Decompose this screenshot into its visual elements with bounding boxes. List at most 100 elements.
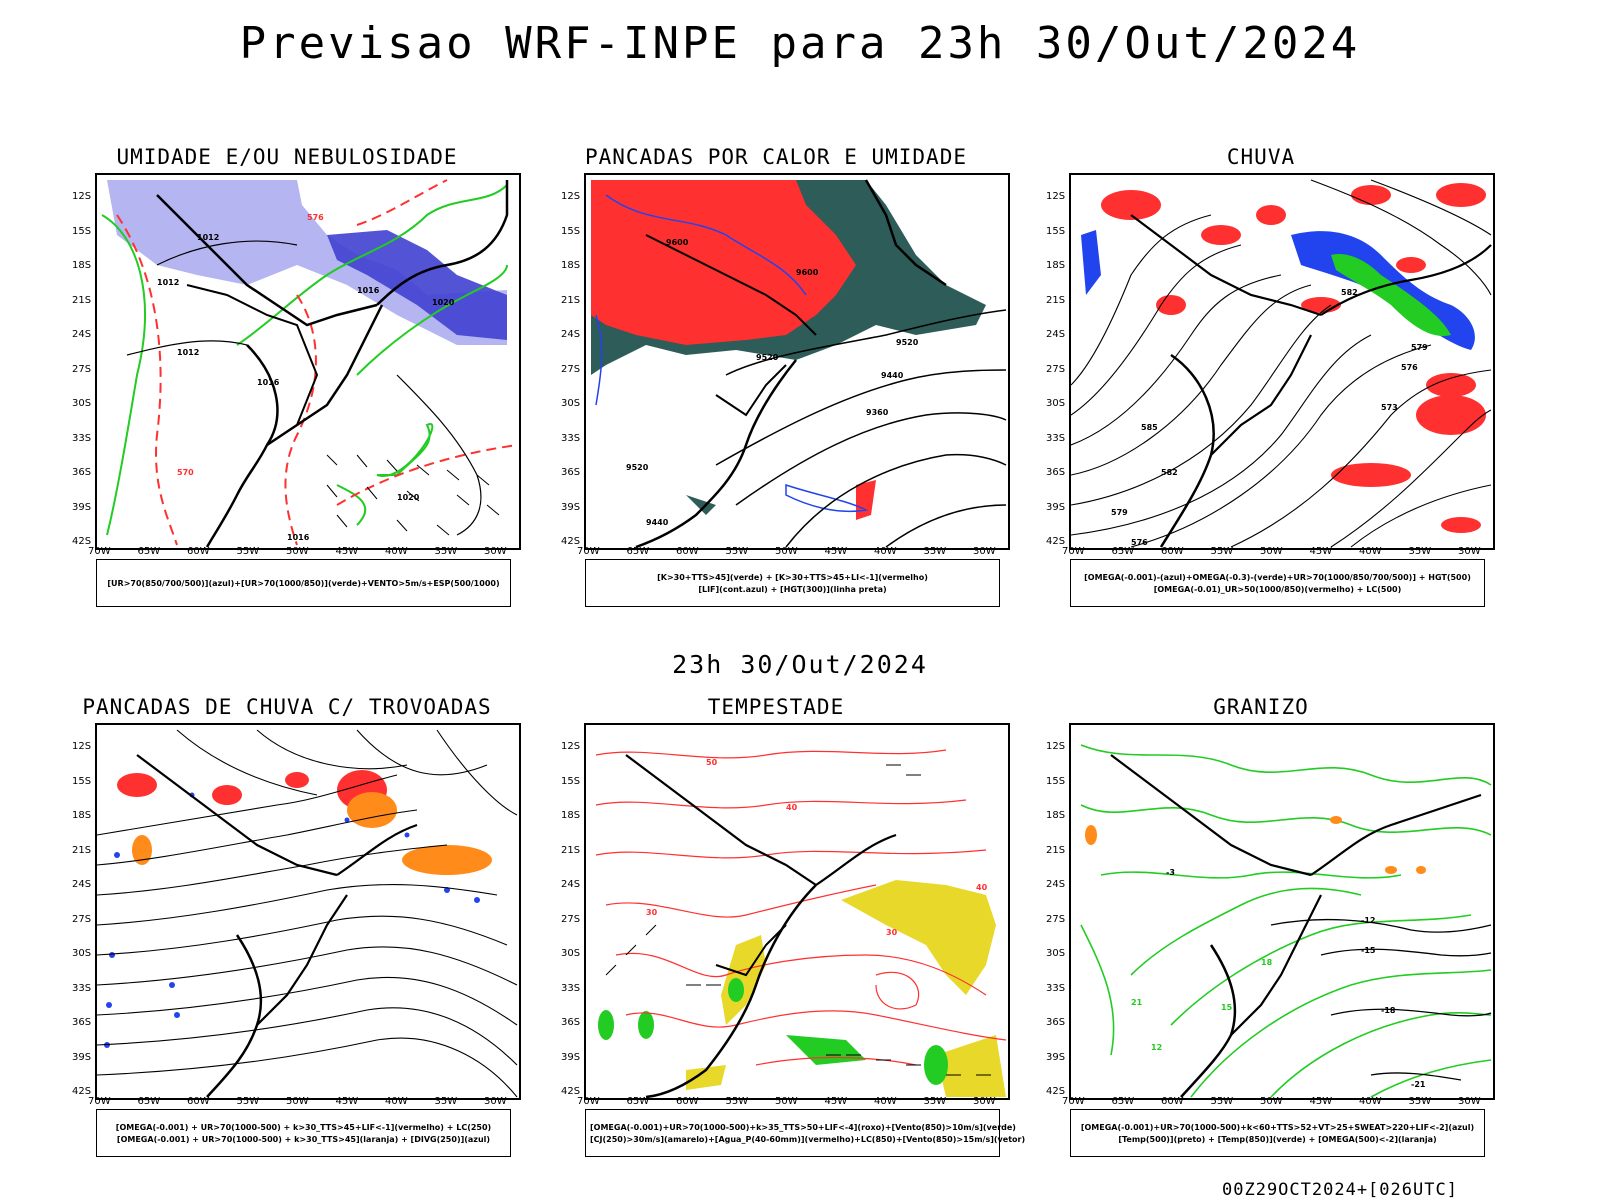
lon-tick-label: 55W xyxy=(1210,1096,1234,1107)
lat-tick-label: 18S xyxy=(1046,260,1066,271)
lon-tick-label: 65W xyxy=(1111,546,1135,557)
lat-tick-label: 24S xyxy=(561,329,581,340)
contour-label: 15 xyxy=(1221,1003,1233,1012)
contour-label: 579 xyxy=(1411,343,1428,352)
contour-label: 1020 xyxy=(432,298,455,307)
lon-tick-label: 45W xyxy=(1309,1096,1333,1107)
lat-tick-label: 42S xyxy=(561,1086,581,1097)
lon-tick-label: 60W xyxy=(676,546,699,557)
legend-umidade: [UR>70(850/700/500)](azul)+[UR>70(1000/8… xyxy=(96,559,511,607)
lon-tick-label: 35W xyxy=(1408,1096,1432,1107)
lon-tick-label: 45W xyxy=(335,546,359,557)
panel-title: TEMPESTADE xyxy=(707,695,845,719)
contour-label: -21 xyxy=(1411,1080,1426,1089)
lat-tick-label: 21S xyxy=(561,844,581,856)
lat-tick-label: 27S xyxy=(561,913,581,925)
humidity-700-area xyxy=(107,180,507,345)
lon-tick-label: 70W xyxy=(88,1096,111,1107)
contour-label: 9600 xyxy=(666,238,689,247)
lat-tick-label: 33S xyxy=(561,432,581,444)
panel-title: PANCADAS POR CALOR E UMIDADE xyxy=(584,145,967,169)
lat-tick-label: 36S xyxy=(1046,467,1066,478)
lon-tick-label: 35W xyxy=(1408,546,1432,557)
contour-label: 50 xyxy=(706,758,718,767)
map-pancadas-trovoadas xyxy=(95,723,521,1100)
lon-tick-label: 30W xyxy=(973,546,996,557)
contour-label: 9360 xyxy=(866,408,889,417)
lon-tick-label: 55W xyxy=(725,1096,749,1107)
lon-tick-label: 50W xyxy=(1260,546,1283,557)
lon-tick-label: 65W xyxy=(1111,1096,1135,1107)
panel-title: UMIDADE E/OU NEBULOSIDADE xyxy=(116,145,458,169)
lon-tick-label: 50W xyxy=(1260,1096,1283,1107)
legend-line: [K>30+TTS>45](verde) + [K>30+TTS>45+LI<-… xyxy=(657,572,928,582)
k-tts-li-red-area xyxy=(591,180,856,345)
map-svg-tempestade: 50 40 30 40 30 xyxy=(595,749,1007,1098)
lat-tick-label: 18S xyxy=(72,810,92,821)
map-svg-pancadas-trovoadas xyxy=(97,729,518,1098)
lat-tick-label: 30S xyxy=(561,398,581,409)
lon-tick-label: 65W xyxy=(137,1096,161,1107)
lat-tick-label: 39S xyxy=(72,501,92,513)
legend-pancadas-trovoadas: [OMEGA(-0.001) + UR>70(1000-500) + k>30_… xyxy=(96,1109,511,1157)
lat-tick-label: 30S xyxy=(1046,948,1066,959)
lon-tick-label: 35W xyxy=(923,546,947,557)
lon-tick-label: 55W xyxy=(236,1096,260,1107)
contour-label: 579 xyxy=(1111,508,1128,517)
lon-tick-label: 40W xyxy=(874,546,897,557)
lat-tick-label: 21S xyxy=(1046,294,1066,306)
middle-date: 23h 30/Out/2024 xyxy=(672,650,928,679)
lat-tick-label: 12S xyxy=(561,191,581,202)
lon-tick-label: 45W xyxy=(335,1096,359,1107)
legend-line: [OMEGA(-0.001)+UR>70(1000-500)+k>35_TTS>… xyxy=(590,1122,1016,1132)
map-svg-umidade: 1012 1012 1016 1020 1016 1020 1012 1016 … xyxy=(101,179,518,548)
lon-tick-label: 30W xyxy=(1458,1096,1481,1107)
panel-umidade: UMIDADE E/OU NEBULOSIDADE xyxy=(52,145,522,630)
contour-label: 1016 xyxy=(357,286,380,295)
lat-tick-label: 21S xyxy=(561,294,581,306)
lon-tick-label: 70W xyxy=(577,546,600,557)
lat-tick-label: 15S xyxy=(72,775,92,787)
contour-label: -12 xyxy=(1361,916,1375,925)
lon-tick-label: 45W xyxy=(1309,546,1333,557)
legend-line: [OMEGA(-0.001)+UR>70(1000-500)+k<60+TTS>… xyxy=(1080,1122,1475,1132)
contour-label: 18 xyxy=(1261,958,1273,967)
map-tempestade: 50 40 30 40 30 xyxy=(584,723,1010,1100)
lat-tick-label: 42S xyxy=(1046,1086,1066,1097)
lat-tick-label: 33S xyxy=(1046,982,1066,994)
lon-tick-label: 40W xyxy=(874,1096,897,1107)
legend-line: [LIF](cont.azul) + [HGT(300)](linha pret… xyxy=(698,584,887,594)
contour-label: 40 xyxy=(786,803,798,812)
contour-label: 582 xyxy=(1161,468,1178,477)
lat-tick-label: 24S xyxy=(72,329,92,340)
map-svg-granizo: -12 -15 -18 -21 12 15 18 21 -3 xyxy=(1080,744,1492,1098)
map-umidade: 1012 1012 1016 1020 1016 1020 1012 1016 … xyxy=(95,173,521,550)
contour-label: 30 xyxy=(646,908,658,917)
legend-line: [OMEGA(-0.001) + UR>70(1000-500) + k>30_… xyxy=(116,1134,491,1144)
lat-tick-label: 39S xyxy=(561,1051,581,1063)
panel-pancadas-trovoadas: PANCADAS DE CHUVA C/ TROVOADAS xyxy=(52,695,522,1180)
lon-tick-label: 65W xyxy=(626,546,650,557)
lat-tick-label: 33S xyxy=(72,432,92,444)
contour-label: 21 xyxy=(1131,998,1143,1007)
contour-label: 576 xyxy=(307,213,324,222)
lon-tick-label: 70W xyxy=(1062,546,1085,557)
lat-tick-label: 39S xyxy=(561,501,581,513)
contour-label: 30 xyxy=(886,928,898,937)
lat-tick-label: 30S xyxy=(1046,398,1066,409)
lat-tick-label: 33S xyxy=(72,982,92,994)
lat-tick-label: 33S xyxy=(1046,432,1066,444)
legend-line: [OMEGA(-0.001) + UR>70(1000-500) + k>30_… xyxy=(115,1122,492,1132)
lat-tick-label: 12S xyxy=(561,741,581,752)
lon-tick-label: 50W xyxy=(286,1096,309,1107)
lon-tick-label: 55W xyxy=(725,546,749,557)
lat-tick-label: 36S xyxy=(1046,1017,1066,1028)
lat-tick-label: 21S xyxy=(72,844,92,856)
lon-tick-label: 55W xyxy=(1210,546,1234,557)
lon-tick-label: 60W xyxy=(1161,546,1184,557)
lat-tick-label: 42S xyxy=(1046,536,1066,547)
lat-tick-label: 36S xyxy=(561,467,581,478)
lat-tick-label: 27S xyxy=(72,913,92,925)
lat-tick-label: 39S xyxy=(1046,501,1066,513)
legend-pancadas-calor: [K>30+TTS>45](verde) + [K>30+TTS>45+LI<-… xyxy=(585,559,1000,607)
